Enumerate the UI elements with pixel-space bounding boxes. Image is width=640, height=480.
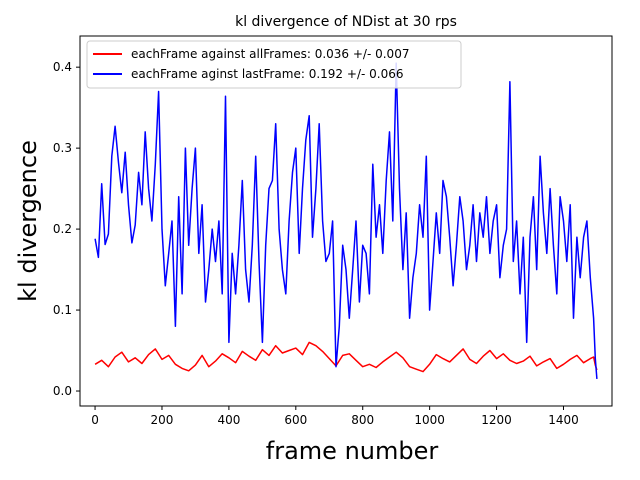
x-tick-label: 1200: [481, 413, 512, 427]
x-axis-label: frame number: [266, 437, 439, 465]
y-axis-label: kl divergence: [14, 140, 42, 302]
x-ticks: 0 200 400 600 800 1000 1200 1400: [91, 406, 579, 427]
x-tick-label: 1000: [414, 413, 445, 427]
x-tick-label: 600: [284, 413, 307, 427]
x-tick-label: 200: [151, 413, 174, 427]
x-tick-label: 0: [91, 413, 99, 427]
series-line-0: [94, 341, 598, 373]
y-tick-label: 0.2: [53, 222, 72, 236]
legend-box: [86, 40, 462, 89]
x-tick-label: 400: [217, 413, 240, 427]
legend: eachFrame against allFrames: 0.036 +/- 0…: [86, 40, 462, 89]
series-layer: [94, 62, 598, 379]
chart-title: kl divergence of NDist at 30 rps: [235, 14, 457, 30]
x-tick-label: 1400: [548, 413, 579, 427]
legend-label-lastframe: eachFrame aginst lastFrame: 0.192 +/- 0.…: [131, 67, 403, 81]
plot-background: [80, 36, 612, 406]
y-ticks: 0.0 0.1 0.2 0.3 0.4: [53, 60, 80, 398]
legend-label-allframes: eachFrame against allFrames: 0.036 +/- 0…: [131, 47, 409, 61]
plot-frame: [79, 35, 613, 407]
series-line-1: [94, 62, 598, 379]
y-tick-label: 0.0: [53, 384, 72, 398]
y-tick-label: 0.4: [53, 60, 72, 74]
y-tick-label: 0.3: [53, 141, 72, 155]
x-tick-label: 800: [351, 413, 374, 427]
y-tick-label: 0.1: [53, 303, 72, 317]
